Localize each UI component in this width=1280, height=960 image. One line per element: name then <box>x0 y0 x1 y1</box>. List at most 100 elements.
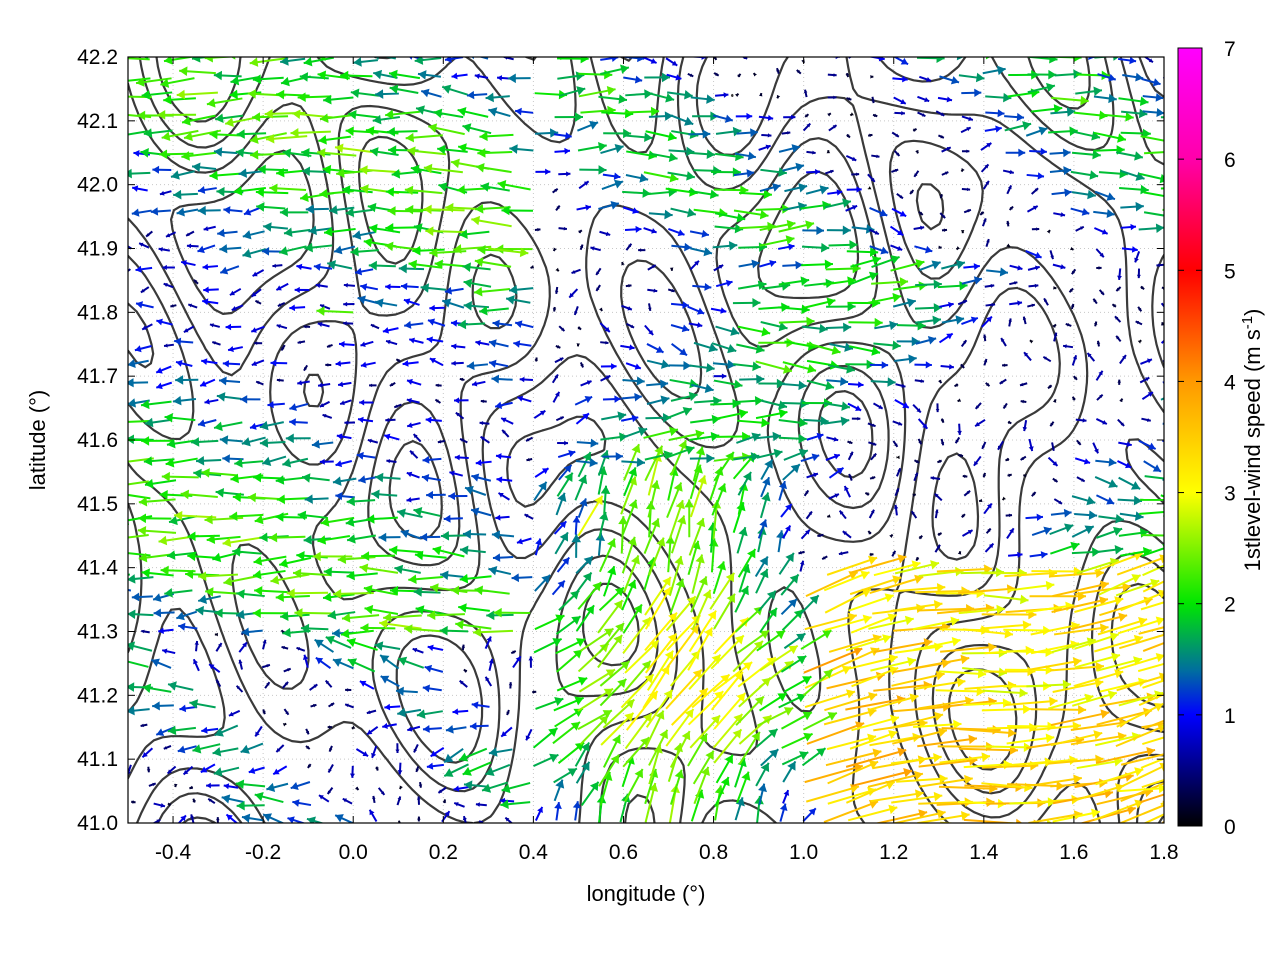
wind-vector-head <box>769 259 777 267</box>
wind-vector <box>170 170 195 180</box>
wind-vector-head <box>939 774 948 784</box>
wind-vector <box>301 166 329 177</box>
wind-vector-head <box>426 762 434 770</box>
wind-vector-head <box>802 711 812 721</box>
wind-vector <box>327 260 353 270</box>
wind-vector <box>554 707 584 728</box>
wind-vector <box>1075 418 1087 423</box>
wind-vector <box>644 586 672 630</box>
wind-vector-head <box>1019 688 1028 698</box>
wind-vector-head <box>219 435 229 445</box>
wind-vector-head <box>805 529 810 535</box>
wind-vector-head <box>156 382 163 390</box>
wind-vector-head <box>222 454 230 464</box>
wind-vector-head <box>1072 355 1078 360</box>
wind-vector <box>175 375 199 385</box>
wind-vector-head <box>502 429 506 434</box>
wind-vector-head <box>559 357 564 362</box>
wind-vector <box>974 402 982 410</box>
wind-vector <box>534 227 541 232</box>
wind-vector <box>533 481 548 501</box>
wind-vector-head <box>605 669 616 678</box>
wind-vector-head <box>413 506 423 517</box>
wind-vector-head <box>596 271 600 275</box>
wind-vector <box>197 205 221 216</box>
wind-vector-head <box>897 245 903 251</box>
wind-vector <box>711 342 737 354</box>
wind-vector <box>128 493 151 500</box>
wind-vector-head <box>582 572 592 582</box>
wind-vector-head <box>229 511 238 522</box>
wind-vector <box>759 644 799 672</box>
wind-vector <box>936 564 993 574</box>
wind-vector-head <box>925 245 933 254</box>
wind-vector <box>319 458 334 465</box>
wind-vector <box>643 426 679 439</box>
wind-vector <box>577 451 592 478</box>
wind-vector <box>1071 495 1096 506</box>
wind-vector <box>270 359 288 367</box>
wind-vector-head <box>501 731 507 737</box>
wind-vector <box>644 324 654 336</box>
wind-vector-head <box>1070 541 1080 551</box>
wind-vector-head <box>778 321 788 332</box>
wind-vector <box>406 421 421 428</box>
wind-vector <box>355 748 369 757</box>
wind-vector <box>935 403 940 413</box>
wind-vector-head <box>451 343 457 350</box>
wind-vector <box>599 322 611 333</box>
wind-vector <box>305 745 311 750</box>
wind-vector <box>851 768 913 788</box>
wind-vector-head <box>336 433 343 440</box>
wind-vector-head <box>537 227 541 232</box>
wind-vector <box>715 408 748 420</box>
wind-vector <box>463 668 468 673</box>
wind-vector-shaft <box>806 722 865 745</box>
wind-vector-head <box>360 283 368 291</box>
wind-vector-head <box>892 292 902 303</box>
wind-vector-head <box>890 255 900 265</box>
wind-vector-head <box>1065 323 1070 327</box>
wind-vector-head <box>937 459 941 463</box>
wind-vector-head <box>406 471 413 478</box>
wind-vector <box>1160 339 1164 344</box>
wind-vector <box>146 766 151 773</box>
wind-vector <box>689 714 721 749</box>
wind-vector-shaft <box>1027 758 1078 766</box>
wind-vector <box>528 656 534 668</box>
wind-vector <box>442 799 447 804</box>
wind-vector <box>167 725 196 736</box>
wind-vector <box>849 345 881 356</box>
wind-vector-head <box>940 419 944 423</box>
wind-vector-head <box>759 568 769 579</box>
wind-vector-head <box>253 556 263 566</box>
wind-vector <box>960 339 968 348</box>
wind-vector-head <box>106 148 113 157</box>
wind-vector-shaft <box>1030 708 1087 711</box>
wind-vector-head <box>1115 513 1124 524</box>
wind-vector <box>985 238 990 247</box>
wind-vector <box>940 642 997 653</box>
wind-vector <box>471 701 490 709</box>
wind-vector <box>644 710 665 749</box>
wind-vector <box>168 515 198 526</box>
wind-vector <box>802 807 817 822</box>
wind-vector <box>849 575 902 596</box>
wind-vector-head <box>434 259 444 270</box>
wind-vector-head <box>741 564 751 574</box>
wind-vector-head <box>420 283 430 293</box>
wind-vector <box>738 714 773 745</box>
wind-vector-head <box>362 751 369 757</box>
wind-vector-head <box>255 300 259 304</box>
wind-vector <box>1027 303 1036 308</box>
wind-vector-head <box>777 693 787 702</box>
wind-vector <box>1047 384 1053 390</box>
wind-vector-head <box>355 786 359 790</box>
wind-vector-head <box>720 777 730 787</box>
wind-vector-head <box>346 496 355 507</box>
wind-vector <box>941 228 948 232</box>
wind-vector-head <box>300 192 309 203</box>
wind-vector-head <box>918 535 923 540</box>
wind-vector-head <box>1002 496 1006 500</box>
wind-vector-head <box>462 816 467 821</box>
